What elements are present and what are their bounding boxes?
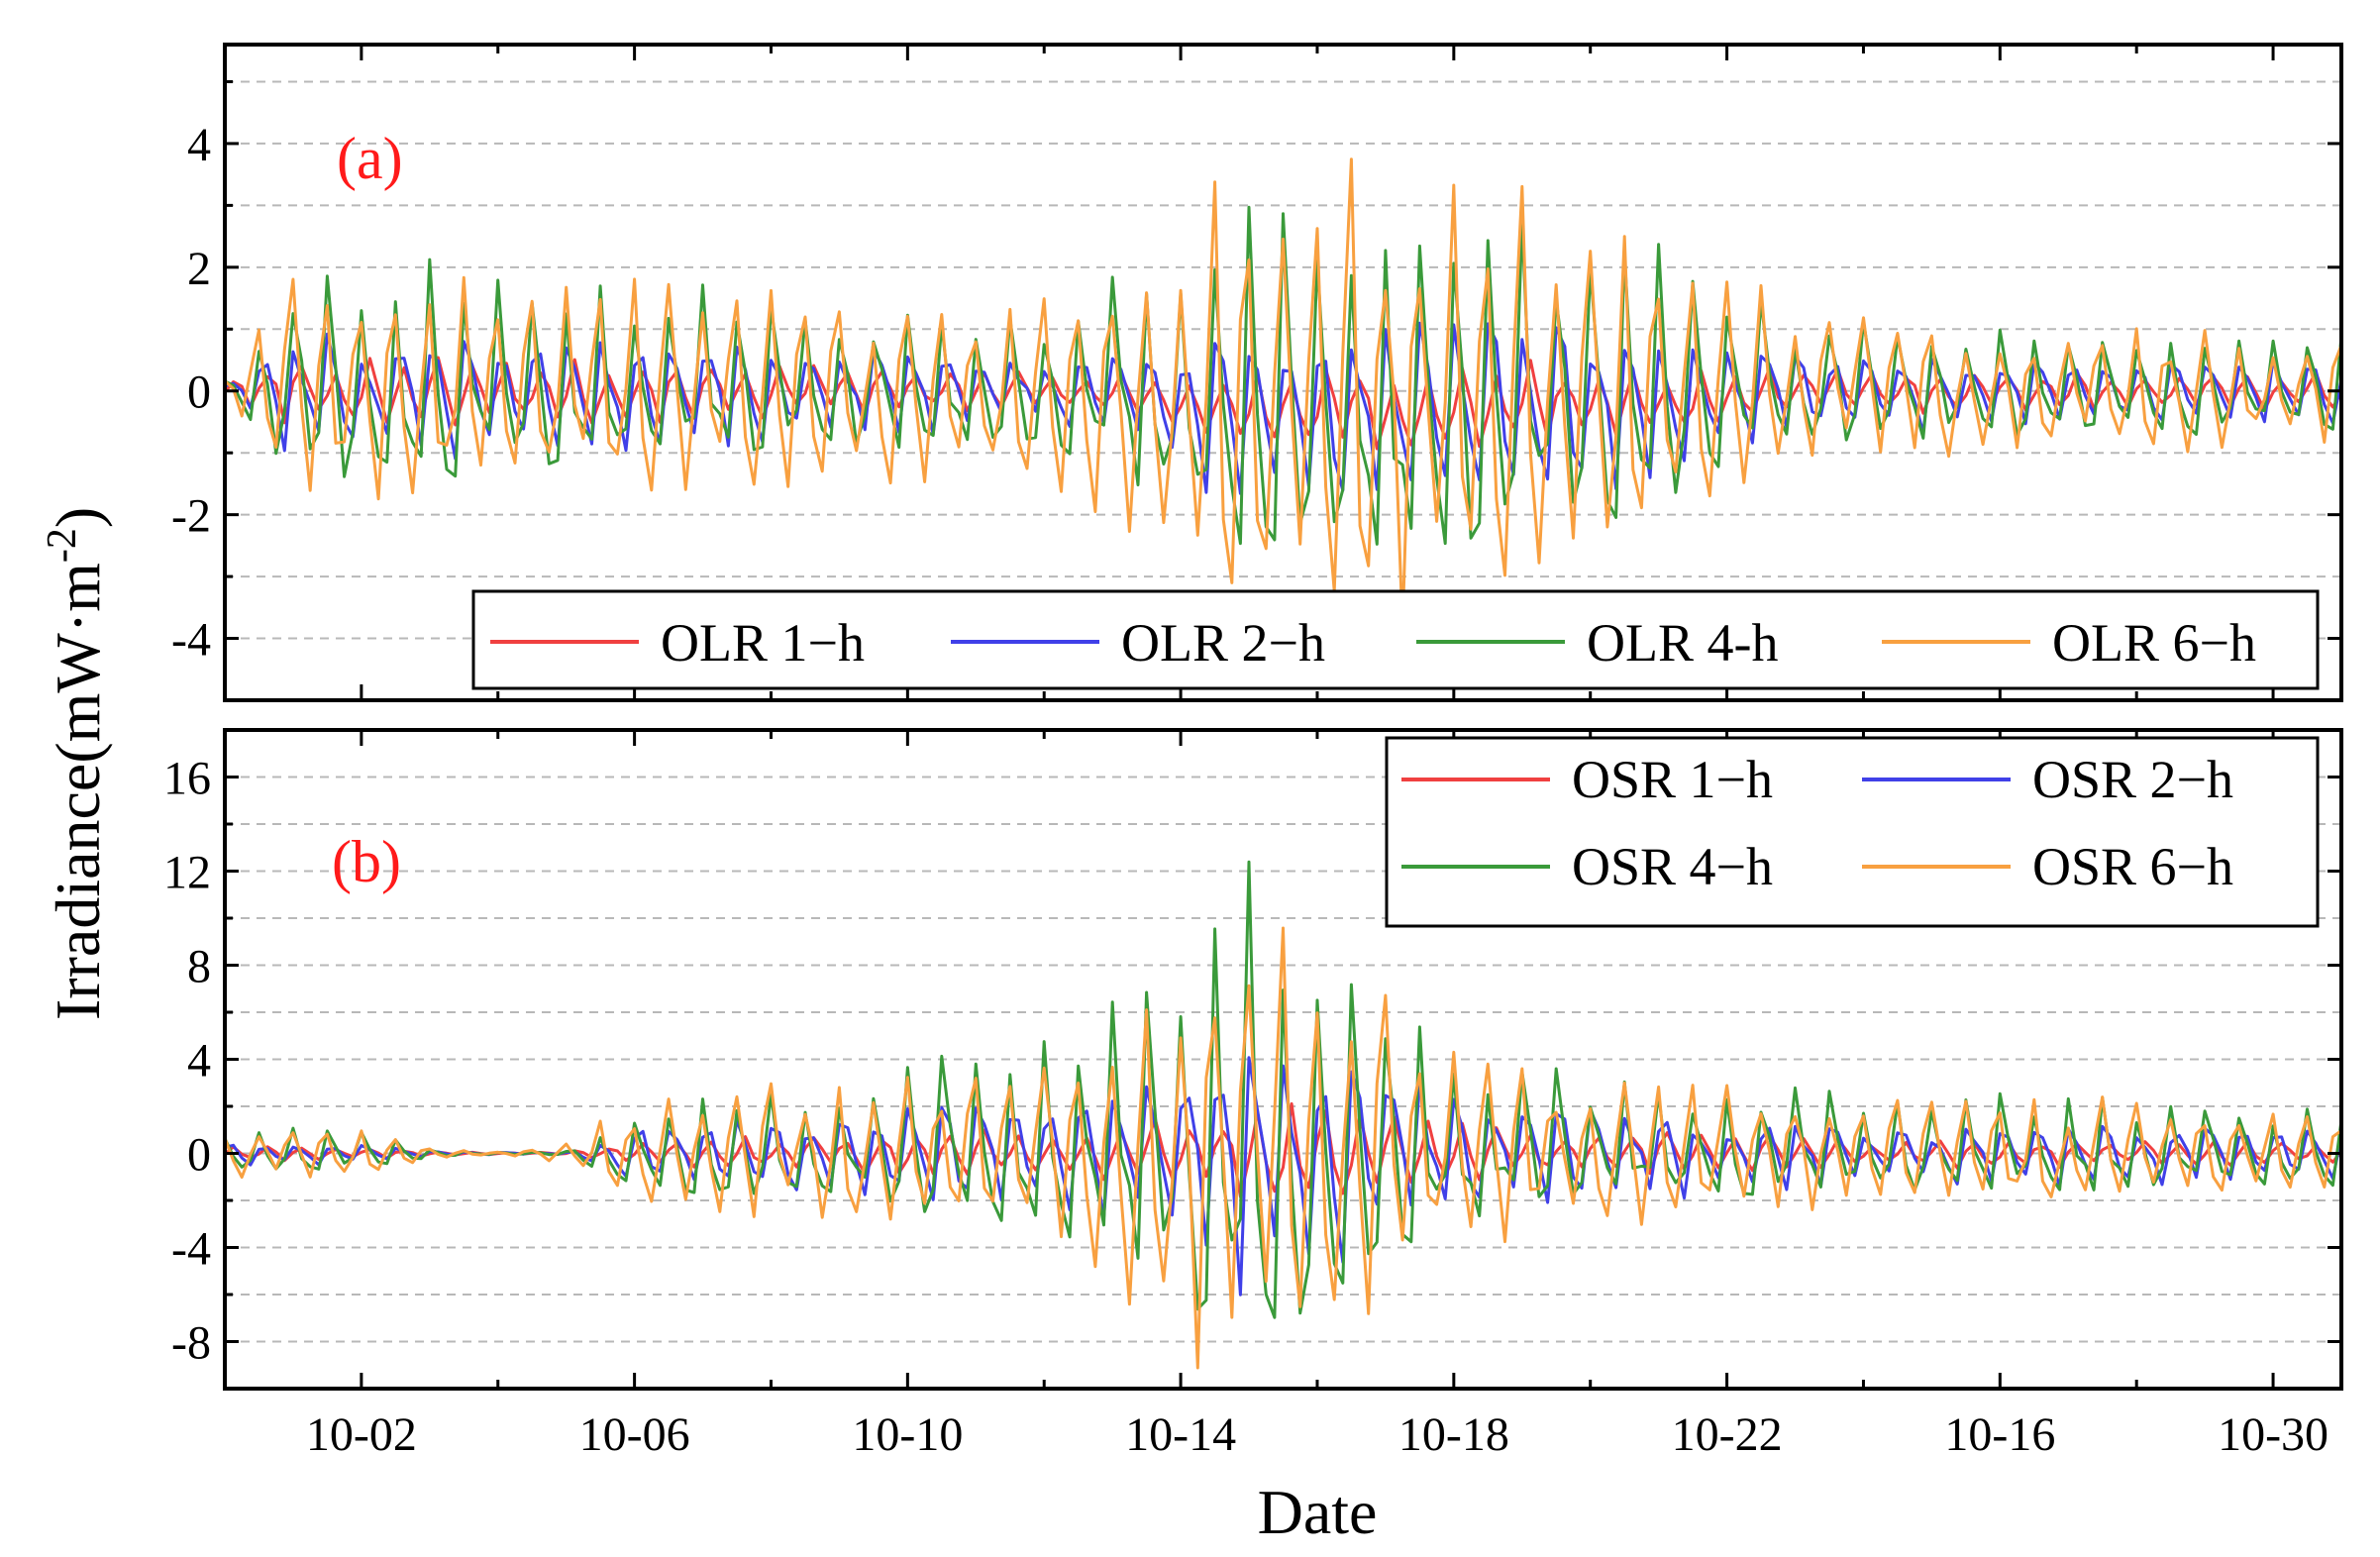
ticks-b: -8 -4 0 4 8 12 16 10-02 10-06 10-10 10-14 10-18 10-2… (163, 730, 2341, 1461)
y-tick-label: 2 (187, 243, 211, 295)
y-tick-label: 4 (187, 119, 211, 171)
panel-label-a: (a) (337, 126, 403, 191)
legend-label: OLR 4-h (1587, 613, 1778, 673)
legend-label: OLR 1−h (661, 613, 865, 673)
legend-label: OSR 1−h (1572, 750, 1773, 809)
y-tick-label: -4 (171, 614, 211, 667)
legend-label: OSR 4−h (1572, 837, 1773, 896)
y-tick-label: -8 (171, 1317, 211, 1370)
legend-label: OLR 6−h (2052, 613, 2256, 673)
x-tick-label: 10-18 (1398, 1408, 1509, 1461)
series-line-3 (223, 860, 2343, 1319)
x-tick-label: 10-30 (2218, 1408, 2328, 1461)
series-line-2 (224, 1056, 2343, 1297)
series-line-1 (224, 1101, 2343, 1198)
y-tick-label: 16 (163, 753, 211, 805)
grid-a (225, 80, 2341, 640)
x-tick-label: 10-22 (1672, 1408, 1783, 1461)
ticks-a: -4 -2 0 2 4 (171, 45, 2341, 700)
series-line-4 (223, 926, 2342, 1370)
x-tick-label: 10-02 (306, 1408, 417, 1461)
legend-b: OSR 1−h OSR 2−h OSR 4−h OSR 6−h (1385, 736, 2320, 928)
panel-b: -8 -4 0 4 8 12 16 10-02 10-06 10-10 10-14 10-18 10-2… (163, 728, 2343, 1461)
y-tick-label: 8 (187, 941, 211, 993)
y-tick-label: 0 (187, 366, 211, 419)
x-tick-label: 10-14 (1125, 1408, 1236, 1461)
x-tick-label: 10-06 (579, 1408, 690, 1461)
legend-label: OSR 6−h (2032, 837, 2233, 896)
y-axis-title: Irradiance(mW·m-2) (40, 507, 113, 1020)
panel-a: -4 -2 0 2 4 (a) OLR 1−h OLR 2−h OLR 4-h OLR 6−h (171, 43, 2343, 702)
legend-box-b (1385, 736, 2320, 928)
y-tick-label: -2 (171, 490, 211, 543)
series-line-4 (223, 157, 2343, 630)
legend-a: OLR 1−h OLR 2−h OLR 4-h OLR 6−h (471, 589, 2320, 690)
x-tick-label: 10-16 (1944, 1408, 2055, 1461)
y-tick-label: 4 (187, 1035, 211, 1088)
frame-a (223, 43, 2343, 702)
panel-label-b: (b) (332, 829, 401, 894)
y-tick-label: -4 (171, 1223, 211, 1276)
series-line-1 (223, 356, 2343, 451)
legend-label: OSR 2−h (2032, 750, 2233, 809)
legend-label: OLR 2−h (1121, 613, 1325, 673)
x-tick-label: 10-10 (852, 1408, 963, 1461)
y-tick-label: 12 (163, 847, 211, 899)
series-group-b (223, 860, 2343, 1370)
y-tick-label: 0 (187, 1129, 211, 1182)
series-group-a (223, 157, 2343, 630)
x-axis-title: Date (1258, 1477, 1378, 1547)
